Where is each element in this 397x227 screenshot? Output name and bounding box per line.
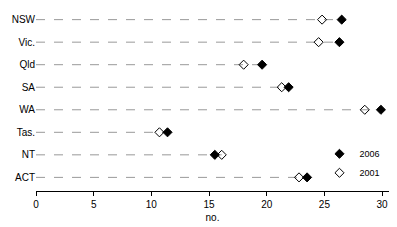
svg-text:Qld: Qld	[19, 59, 35, 70]
svg-text:30: 30	[377, 199, 389, 210]
svg-text:0: 0	[33, 199, 39, 210]
svg-text:20: 20	[261, 199, 273, 210]
svg-text:NSW: NSW	[12, 14, 36, 25]
svg-text:ACT: ACT	[15, 172, 35, 183]
svg-text:WA: WA	[19, 104, 35, 115]
svg-text:no.: no.	[206, 212, 220, 223]
svg-text:15: 15	[203, 199, 215, 210]
svg-text:Vic.: Vic.	[19, 37, 36, 48]
svg-text:Tas.: Tas.	[17, 127, 35, 138]
svg-text:25: 25	[319, 199, 331, 210]
svg-text:SA: SA	[22, 82, 36, 93]
svg-text:2006: 2006	[359, 149, 379, 159]
svg-text:5: 5	[91, 199, 97, 210]
svg-text:10: 10	[146, 199, 158, 210]
svg-text:NT: NT	[22, 149, 35, 160]
svg-text:2001: 2001	[359, 168, 379, 178]
